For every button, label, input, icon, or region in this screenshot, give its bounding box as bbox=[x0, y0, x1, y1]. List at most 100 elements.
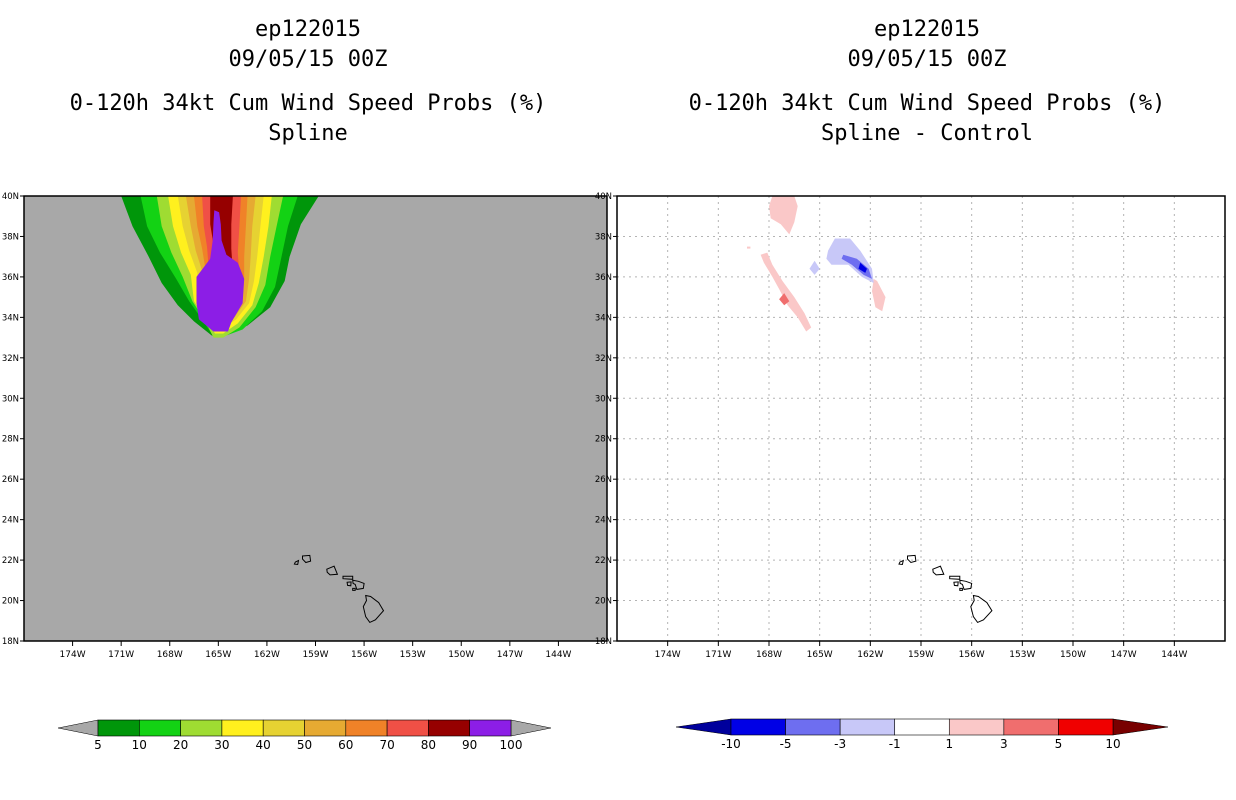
right-colorbar-label-1: -5 bbox=[780, 737, 792, 751]
left-colorbar-label-1: 10 bbox=[132, 738, 147, 752]
left-colorbar-label-9: 90 bbox=[462, 738, 477, 752]
left-x-tick-label-159W: 159W bbox=[302, 650, 328, 660]
left-y-tick-label-36N: 36N bbox=[2, 273, 19, 283]
left-colorbar-swatch-8 bbox=[428, 719, 470, 737]
right-colorbar-label-0: -10 bbox=[721, 737, 741, 751]
left-colorbar-label-4: 40 bbox=[256, 738, 271, 752]
left-colorbar-swatch-1 bbox=[139, 719, 181, 737]
left-x-tick-label-144W: 144W bbox=[545, 650, 571, 660]
right-y-tick-label-22N: 22N bbox=[595, 556, 612, 566]
right-y-tick-label-30N: 30N bbox=[595, 394, 612, 404]
left-coastline-hawaii bbox=[362, 594, 385, 624]
right-colorbar-label-6: 5 bbox=[1055, 737, 1063, 751]
right-colorbar-label-4: 1 bbox=[945, 737, 953, 751]
left-coastline-kauai bbox=[302, 554, 312, 564]
right-contour-level-1-2 bbox=[872, 278, 886, 312]
left-colorbar-label-5: 50 bbox=[297, 738, 312, 752]
right-panel: 174W 171W 168W 165W 162W 159W 156W 153W 150W 147W… bbox=[595, 192, 1226, 660]
right-colorbar-swatch-4 bbox=[948, 718, 1005, 736]
left-y-tick-label-28N: 28N bbox=[2, 435, 19, 445]
right-y-tick-label-24N: 24N bbox=[595, 516, 612, 526]
left-coastline-lanai bbox=[346, 581, 352, 587]
right-contours bbox=[617, 196, 1225, 641]
left-contour-level-90-9 bbox=[196, 210, 245, 332]
right-x-tick-label-150W: 150W bbox=[1060, 650, 1086, 660]
left-title-line-4: Spline bbox=[268, 121, 348, 146]
right-title-block: ep122015 09/05/15 00Z 0-120h 34kt Cum Wi… bbox=[637, 15, 1217, 149]
right-colorbar-high-arrow bbox=[1112, 718, 1169, 736]
left-x-tick-label-174W: 174W bbox=[60, 650, 86, 660]
right-title-line-2: 09/05/15 00Z bbox=[847, 47, 1007, 72]
left-coastline-molokai bbox=[342, 575, 354, 580]
left-colorbar-swatch-4 bbox=[262, 719, 305, 737]
left-colorbar-low-arrow bbox=[57, 719, 99, 737]
left-coastline-maui bbox=[352, 579, 365, 590]
right-contour-level--1-6 bbox=[809, 260, 820, 275]
left-colorbar-label-2: 20 bbox=[173, 738, 188, 752]
left-x-tick-label-156W: 156W bbox=[351, 650, 377, 660]
left-colorbar-label-10: 100 bbox=[500, 738, 523, 752]
left-colorbar-label-7: 70 bbox=[379, 738, 394, 752]
right-colorbar-swatch-3 bbox=[894, 718, 950, 736]
right-colorbar-label-7: 10 bbox=[1105, 737, 1120, 751]
right-y-tick-label-38N: 38N bbox=[595, 232, 612, 242]
right-contour-level--3-7 bbox=[841, 254, 872, 279]
left-x-tick-label-162W: 162W bbox=[254, 650, 280, 660]
right-contour-level-1-0 bbox=[769, 196, 798, 235]
right-colorbar-swatch-1 bbox=[785, 718, 841, 736]
left-colorbar-label-8: 80 bbox=[421, 738, 436, 752]
right-contour-level-3-4 bbox=[779, 293, 790, 306]
left-x-tick-label-168W: 168W bbox=[157, 650, 183, 660]
left-x-tick-label-147W: 147W bbox=[497, 650, 523, 660]
left-y-tick-label-40N: 40N bbox=[2, 192, 19, 202]
right-y-tick-label-28N: 28N bbox=[595, 435, 612, 445]
left-colorbar-swatch-0 bbox=[97, 719, 140, 737]
right-contour-level--5-8 bbox=[858, 262, 867, 273]
right-coastline-molokai bbox=[949, 575, 961, 580]
left-y-tick-label-24N: 24N bbox=[2, 516, 19, 526]
right-colorbar-swatch-2 bbox=[839, 718, 896, 736]
left-y-tick-label-26N: 26N bbox=[2, 475, 19, 485]
right-colorbar-swatch-5 bbox=[1003, 718, 1059, 736]
right-contour-level-1-1 bbox=[760, 252, 812, 332]
left-colorbar-swatch-2 bbox=[180, 719, 223, 737]
left-title-line-2: 09/05/15 00Z bbox=[228, 47, 388, 72]
right-x-tick-label-144W: 144W bbox=[1161, 650, 1187, 660]
right-x-tick-label-147W: 147W bbox=[1111, 650, 1137, 660]
right-y-tick-label-34N: 34N bbox=[595, 313, 612, 323]
left-y-tick-label-20N: 20N bbox=[2, 597, 19, 607]
left-x-tick-label-153W: 153W bbox=[400, 650, 426, 660]
right-title-line-1: ep122015 bbox=[874, 17, 980, 42]
right-colorbar: -10 -5 -3 -1 1 3 5 10 bbox=[675, 718, 1169, 751]
right-y-tick-label-40N: 40N bbox=[595, 192, 612, 202]
right-coastline-maui bbox=[959, 579, 973, 590]
left-title-line-1: ep122015 bbox=[255, 17, 361, 42]
right-contour-level-1-3 bbox=[747, 246, 751, 249]
right-y-tick-label-36N: 36N bbox=[595, 273, 612, 283]
left-y-tick-label-32N: 32N bbox=[2, 354, 19, 364]
left-title-line-3: 0-120h 34kt Cum Wind Speed Probs (%) bbox=[69, 91, 547, 116]
right-coastline-niihau bbox=[898, 559, 905, 566]
right-x-tick-label-168W: 168W bbox=[756, 650, 782, 660]
left-plot-background bbox=[24, 196, 607, 641]
left-y-tick-label-18N: 18N bbox=[2, 637, 19, 647]
left-colorbar-high-arrow bbox=[510, 719, 552, 737]
left-colorbar: 5 10 20 30 40 50 60 70 80 90 100 bbox=[57, 719, 552, 752]
right-y-tick-label-32N: 32N bbox=[595, 354, 612, 364]
right-y-tick-label-26N: 26N bbox=[595, 475, 612, 485]
left-y-tick-label-34N: 34N bbox=[2, 313, 19, 323]
left-colorbar-swatch-9 bbox=[469, 719, 512, 737]
left-y-tick-label-30N: 30N bbox=[2, 394, 19, 404]
left-coastline-niihau bbox=[293, 559, 300, 566]
left-colorbar-swatch-5 bbox=[304, 719, 347, 737]
right-x-tick-label-153W: 153W bbox=[1009, 650, 1035, 660]
right-colorbar-label-3: -1 bbox=[889, 737, 901, 751]
right-y-tick-label-20N: 20N bbox=[595, 597, 612, 607]
left-y-tick-label-22N: 22N bbox=[2, 556, 19, 566]
right-coastline-kahoolawe bbox=[959, 587, 963, 591]
left-panel: 174W 171W 168W 165W 162W 159W 156W 153W 150W 147W… bbox=[2, 192, 608, 660]
left-coastline-oahu bbox=[326, 565, 339, 576]
left-colorbar-label-6: 60 bbox=[338, 738, 353, 752]
left-x-tick-label-165W: 165W bbox=[205, 650, 231, 660]
